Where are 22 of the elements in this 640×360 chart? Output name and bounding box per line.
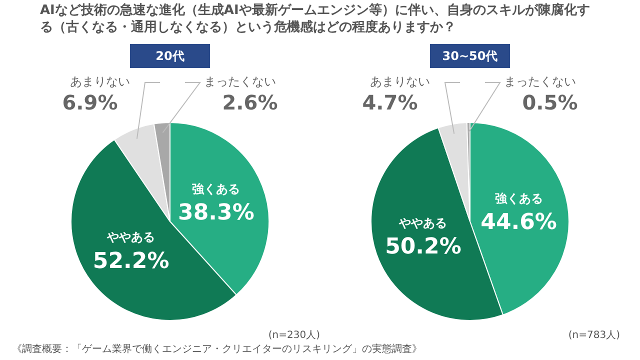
text: (n=230人) bbox=[268, 329, 320, 342]
slice-label: ややある bbox=[106, 230, 156, 244]
slice-label: まったくない bbox=[504, 74, 576, 89]
chart-subtitle: 30~50代 bbox=[430, 44, 510, 68]
slice-label: まったくない bbox=[204, 74, 276, 89]
data-label: 38.3% bbox=[178, 200, 254, 226]
data-label: 44.6% bbox=[480, 210, 557, 235]
text: (n=783人) bbox=[568, 329, 620, 342]
data-label: 2.6% bbox=[222, 90, 278, 115]
slice-label: ややある bbox=[398, 216, 448, 230]
slice-label: 強くある bbox=[192, 182, 240, 196]
text: 《調査概要：「ゲーム業界で働くエンジニア・クリエイターのリスキリング」の実態調査》 bbox=[12, 342, 422, 356]
slice-label: あまりない bbox=[70, 74, 130, 89]
data-label: 4.7% bbox=[362, 90, 418, 115]
text: AIなど技術の急速な進化（生成AIや最新ゲームエンジン等）に伴い、自身のスキルが陳腐化する（古くなる・通用しなくなる）という危機感はどの程度ありますか？ bbox=[40, 2, 591, 36]
slice-label: あまりない bbox=[370, 74, 430, 89]
chart-subtitle: 20代 bbox=[130, 44, 210, 68]
slice-label: 強くある bbox=[494, 191, 543, 206]
data-label: 52.2% bbox=[92, 248, 170, 274]
data-label: 6.9% bbox=[62, 90, 118, 115]
data-label: 0.5% bbox=[522, 90, 578, 115]
data-label: 50.2% bbox=[385, 234, 462, 260]
